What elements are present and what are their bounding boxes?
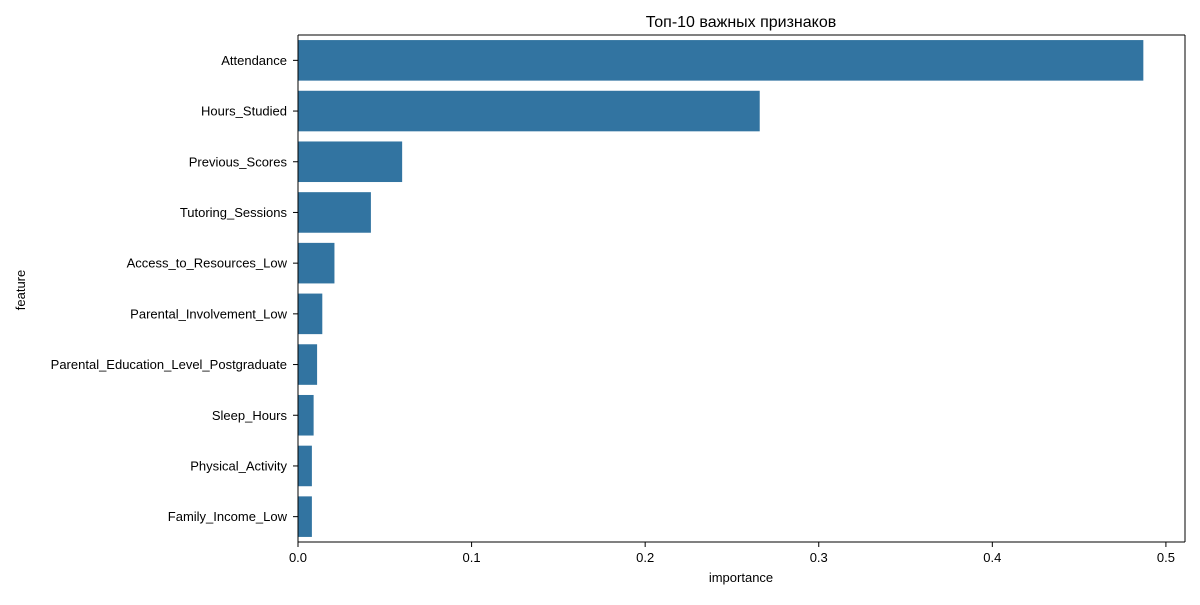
y-tick-label: Family_Income_Low	[168, 509, 288, 524]
bar-sleep-hours	[298, 394, 314, 436]
bar-physical-activity	[298, 445, 312, 487]
y-tick-label: Hours_Studied	[201, 104, 287, 119]
x-tick-label: 0.2	[636, 550, 654, 565]
x-tick-label: 0.5	[1157, 550, 1175, 565]
chart-title: Топ-10 важных признаков	[646, 14, 837, 31]
bar-parental-involvement-low	[298, 293, 323, 335]
y-tick-label: Parental_Education_Level_Postgraduate	[51, 357, 287, 372]
bar-access-to-resources-low	[298, 242, 335, 284]
x-axis-label: importance	[709, 570, 773, 585]
bar-attendance	[298, 40, 1144, 81]
y-tick-label: Previous_Scores	[189, 154, 288, 169]
y-axis-label: feature	[13, 270, 28, 310]
y-ticks-layer: Attendance Hours_Studied Previous_Scores Tu…	[51, 53, 298, 524]
x-tick-label: 0.0	[289, 550, 307, 565]
y-tick-label: Tutoring_Sessions	[180, 205, 288, 220]
x-tick-label: 0.3	[810, 550, 828, 565]
y-tick-label: Access_to_Resources_Low	[127, 256, 288, 271]
bars-layer	[298, 40, 1144, 537]
y-tick-label: Attendance	[221, 53, 287, 68]
x-ticks-layer: 0.0 0.1 0.2 0.3 0.4 0.5	[289, 542, 1175, 565]
y-tick-label: Physical_Activity	[190, 458, 287, 473]
y-tick-label: Sleep_Hours	[212, 408, 288, 423]
bar-previous-scores	[298, 141, 403, 183]
bar-family-income-low	[298, 496, 312, 537]
bar-parental-education-level-postgraduate	[298, 344, 318, 385]
y-tick-label: Parental_Involvement_Low	[130, 306, 287, 321]
x-tick-label: 0.4	[983, 550, 1001, 565]
bar-hours-studied	[298, 90, 760, 132]
x-tick-label: 0.1	[463, 550, 481, 565]
bar-tutoring-sessions	[298, 192, 371, 233]
axes-layer	[297, 34, 1186, 543]
